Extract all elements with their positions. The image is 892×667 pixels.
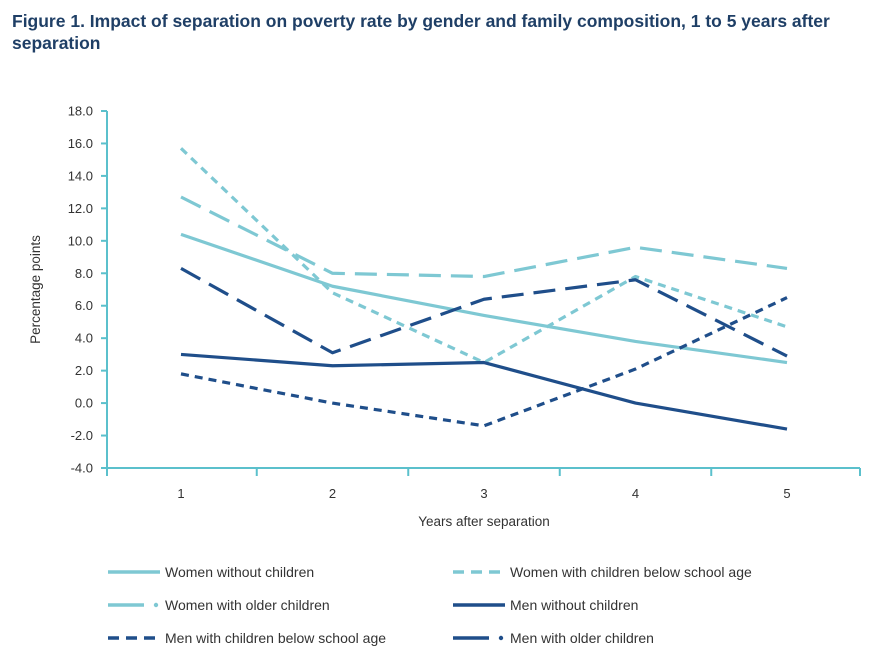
y-tick-label: 18.0 [68,104,93,119]
x-axis-title: Years after separation [418,514,550,529]
y-tick-label: 10.0 [68,233,93,248]
y-tick-label: 12.0 [68,201,93,216]
series-line-1 [180,232,788,365]
y-tick-label: -2.0 [71,428,93,443]
legend-swatch-dot [498,635,504,641]
legend-item: Women without children [108,564,314,580]
legend-item: Men with older children [453,630,654,646]
legend-label: Women without children [165,564,314,580]
legend-item: Men with children below school age [108,630,386,646]
y-axis: -4.0 -2.0 0.0 2.0 4.0 6.0 8.0 10.0 12.0 14.0 16.0 1… [68,104,108,476]
legend-item: Men without children [453,597,638,613]
legend-label: Men without children [510,597,638,613]
legend-swatch-dot [153,602,159,608]
series-line-5 [180,296,788,428]
legend-item: Women with older children [108,597,330,613]
x-tick-label: 2 [329,486,336,501]
y-tick-label: 4.0 [75,331,93,346]
chart-title: Figure 1. Impact of separation on povert… [12,11,830,53]
y-tick-label: 14.0 [68,168,93,183]
y-tick-label: 16.0 [68,136,93,151]
y-tick-label: 2.0 [75,363,93,378]
x-tick-label: 1 [177,486,184,501]
x-tick-label: 5 [783,486,790,501]
legend: Women without children Women with childre… [108,564,752,646]
legend-label: Women with children below school age [510,564,752,580]
y-axis-title: Percentage points [28,235,43,344]
y-tick-label: -4.0 [71,461,93,476]
series-line-4 [180,352,788,431]
y-tick-label: 8.0 [75,266,93,281]
series-line-3 [180,195,788,279]
y-tick-label: 0.0 [75,396,93,411]
legend-item: Women with children below school age [453,564,752,580]
legend-label: Women with older children [165,597,330,613]
series-line-6 [180,267,788,358]
legend-label: Men with children below school age [165,630,386,646]
series-lines [179,147,788,431]
x-tick-label: 3 [480,486,487,501]
y-tick-label: 6.0 [75,298,93,313]
x-axis: 1 2 3 4 5 [106,467,861,501]
series-line-2 [179,147,788,365]
x-tick-label: 4 [632,486,639,501]
legend-label: Men with older children [510,630,654,646]
